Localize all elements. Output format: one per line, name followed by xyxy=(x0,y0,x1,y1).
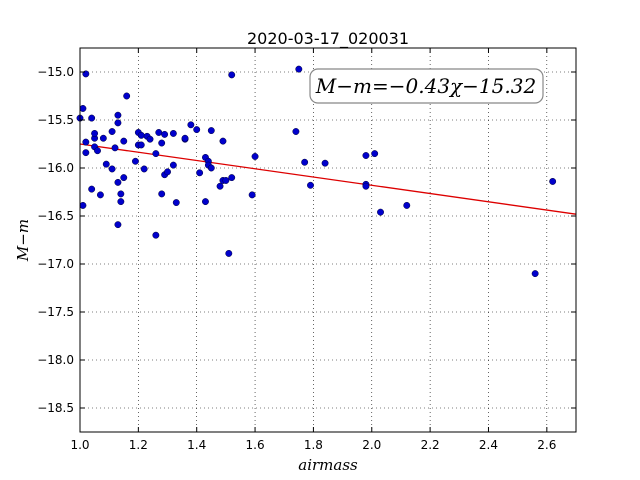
fit-line xyxy=(79,143,577,215)
data-point xyxy=(152,150,160,158)
x-tick-label: 1.4 xyxy=(187,438,206,452)
data-point xyxy=(158,139,166,147)
data-point xyxy=(371,150,379,158)
data-point xyxy=(187,121,195,129)
data-point xyxy=(403,201,411,209)
grid-lines xyxy=(79,48,576,432)
y-tick-label: −16.5 xyxy=(37,209,74,223)
annotation-box xyxy=(309,68,544,104)
data-point xyxy=(96,191,104,199)
y-tick-label: −17.0 xyxy=(37,257,74,271)
data-point xyxy=(172,199,180,207)
data-point xyxy=(222,177,230,184)
data-point xyxy=(301,158,309,166)
data-point xyxy=(155,129,163,136)
data-point xyxy=(137,141,145,149)
y-tick-label: −17.5 xyxy=(37,305,74,319)
data-point xyxy=(295,65,303,73)
data-point xyxy=(181,134,189,142)
data-point xyxy=(120,137,128,145)
data-point xyxy=(117,190,125,198)
data-point xyxy=(94,147,101,155)
y-tick-label: −18.5 xyxy=(37,401,74,415)
data-point xyxy=(146,135,154,143)
data-point xyxy=(108,165,116,173)
data-point xyxy=(120,174,128,182)
data-point xyxy=(79,105,87,112)
data-point xyxy=(137,131,145,139)
data-point xyxy=(82,138,90,146)
data-point xyxy=(111,144,119,152)
data-point xyxy=(207,164,215,172)
data-point xyxy=(216,182,224,190)
x-tick-label: 2.2 xyxy=(421,438,440,452)
plot-frame xyxy=(79,47,577,433)
data-point xyxy=(169,129,177,137)
data-point xyxy=(79,201,87,209)
data-point xyxy=(549,177,557,185)
x-tick-label: 1.8 xyxy=(304,438,323,452)
data-point xyxy=(102,160,110,168)
fit-line-layer xyxy=(79,143,577,215)
data-point xyxy=(114,111,122,119)
data-point xyxy=(131,157,139,165)
data-point xyxy=(531,270,539,278)
data-points xyxy=(76,65,557,278)
data-point xyxy=(321,159,329,167)
data-point xyxy=(140,165,148,173)
data-point xyxy=(123,92,131,100)
data-point xyxy=(91,129,99,137)
chart-title: 2020-03-17_020031 xyxy=(247,29,409,49)
fit-equation: M−m=−0.43χ−15.32 xyxy=(315,74,536,98)
axis-ticks: 1.0 1.2 1.4 1.6 1.8 2.0 2.2 2.4 2.6 −15.0 −15.5 −16… xyxy=(37,48,576,452)
y-axis-label: M−m xyxy=(14,219,32,262)
data-point xyxy=(88,114,96,122)
x-tick-label: 1.2 xyxy=(129,438,148,452)
data-point xyxy=(219,137,227,145)
data-point xyxy=(193,126,201,134)
x-tick-label: 1.0 xyxy=(70,438,89,452)
data-point xyxy=(207,127,215,135)
data-point xyxy=(82,149,90,157)
data-point xyxy=(225,249,233,257)
data-point xyxy=(88,185,96,193)
data-point xyxy=(362,182,370,190)
data-point xyxy=(99,134,107,142)
fit-annotation: M−m=−0.43χ−15.32 xyxy=(309,68,544,104)
data-point xyxy=(161,130,169,138)
data-point xyxy=(248,191,256,199)
x-tick-label: 1.6 xyxy=(246,438,265,452)
x-tick-label: 2.4 xyxy=(479,438,498,452)
data-point xyxy=(202,198,209,206)
data-point xyxy=(169,161,177,169)
x-tick-label: 2.6 xyxy=(537,438,556,452)
plot-area xyxy=(80,48,576,432)
y-tick-label: −18.0 xyxy=(37,353,74,367)
data-point xyxy=(164,168,171,176)
data-point xyxy=(292,128,300,135)
data-point xyxy=(108,128,116,135)
data-point xyxy=(251,153,259,160)
data-point xyxy=(228,71,236,79)
data-point xyxy=(362,152,370,159)
data-point xyxy=(114,119,122,127)
data-point xyxy=(114,178,122,186)
data-point xyxy=(114,221,122,229)
y-tick-label: −15.0 xyxy=(37,65,74,79)
data-point xyxy=(377,208,384,216)
x-axis-label: airmass xyxy=(298,456,358,474)
data-point xyxy=(307,181,314,189)
data-point xyxy=(228,174,236,182)
data-point xyxy=(152,231,160,239)
y-tick-label: −16.0 xyxy=(37,161,74,175)
x-tick-label: 2.0 xyxy=(362,438,381,452)
data-point xyxy=(196,169,204,177)
data-point xyxy=(158,190,166,198)
y-tick-label: −15.5 xyxy=(37,113,74,127)
data-point xyxy=(117,198,125,206)
